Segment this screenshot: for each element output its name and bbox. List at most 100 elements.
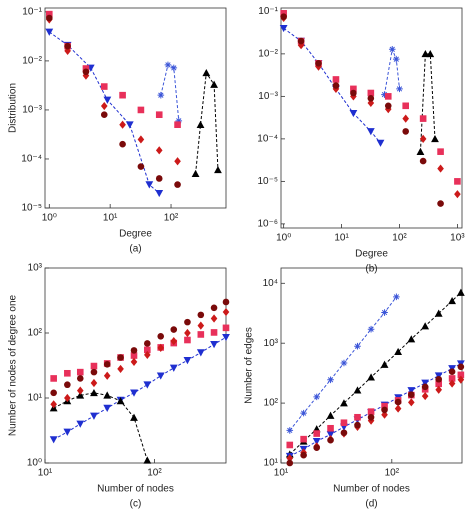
- x-tick-label: 10¹: [274, 468, 289, 479]
- point: [431, 134, 439, 143]
- point: [392, 55, 400, 63]
- point: [103, 391, 112, 399]
- y-tick-label: 10¹: [28, 393, 43, 404]
- point: [103, 96, 112, 104]
- point: [354, 413, 361, 421]
- x-axis-label: Degree: [119, 229, 152, 240]
- point: [297, 37, 305, 45]
- y-tick-label: 10⁻³: [258, 91, 278, 102]
- point: [367, 373, 375, 381]
- point: [197, 311, 205, 319]
- point: [416, 147, 425, 155]
- point: [286, 454, 294, 463]
- x-tick-label: 10²: [385, 468, 400, 479]
- plot-frame: [280, 7, 463, 229]
- point: [407, 335, 416, 343]
- y-axis-label: Number of nodes of degree one: [8, 294, 19, 436]
- y-tick-label: 10⁻⁴: [257, 134, 278, 145]
- point: [327, 424, 334, 432]
- point: [45, 10, 53, 18]
- point: [197, 331, 205, 338]
- point: [155, 146, 163, 155]
- point: [155, 111, 163, 118]
- y-tick-label: 10⁻³: [22, 105, 42, 116]
- series-line: [53, 336, 227, 440]
- point: [421, 391, 429, 401]
- point: [103, 404, 112, 412]
- point: [340, 359, 348, 367]
- point: [90, 368, 98, 376]
- point: [169, 364, 178, 372]
- point: [313, 430, 321, 437]
- point: [300, 435, 307, 443]
- point: [143, 381, 152, 389]
- point: [300, 409, 307, 417]
- point: [222, 324, 230, 332]
- point: [381, 410, 388, 419]
- point: [210, 304, 218, 312]
- point: [394, 347, 403, 356]
- point: [448, 375, 456, 382]
- point: [196, 120, 205, 129]
- point: [82, 68, 90, 76]
- point: [103, 360, 111, 368]
- point: [454, 178, 461, 185]
- y-tick-label: 10³: [264, 338, 279, 349]
- point: [402, 102, 410, 110]
- point: [435, 375, 443, 383]
- x-tick-label: 10²: [392, 233, 407, 244]
- y-tick-label: 10⁻⁵: [257, 176, 278, 187]
- point: [327, 376, 334, 384]
- series-line: [383, 47, 400, 95]
- point: [454, 190, 461, 199]
- point: [456, 288, 465, 296]
- point: [130, 352, 138, 359]
- point: [155, 175, 163, 182]
- point: [350, 89, 357, 97]
- point: [49, 436, 58, 444]
- point: [174, 157, 181, 166]
- series-line: [195, 71, 219, 174]
- point: [76, 420, 85, 428]
- point: [170, 337, 178, 346]
- y-tick-label: 10⁻⁶: [257, 219, 278, 230]
- point: [117, 354, 124, 361]
- point: [408, 398, 415, 407]
- point: [214, 165, 222, 174]
- point: [197, 321, 205, 330]
- point: [210, 341, 218, 349]
- point: [137, 163, 145, 170]
- point: [381, 406, 388, 414]
- x-axis-label: Number of nodes: [333, 484, 410, 495]
- point: [279, 24, 288, 33]
- x-tick-label: 10²: [164, 213, 179, 224]
- x-tick-label: 10³: [450, 233, 465, 244]
- point: [426, 49, 435, 58]
- point: [210, 80, 218, 88]
- point: [45, 14, 53, 22]
- point: [326, 431, 335, 439]
- point: [349, 109, 358, 118]
- point: [354, 421, 361, 429]
- point: [315, 59, 322, 67]
- point: [90, 362, 98, 370]
- y-tick-label: 10²: [28, 328, 43, 339]
- point: [354, 342, 361, 350]
- point: [381, 402, 388, 410]
- point: [332, 84, 340, 93]
- point: [64, 393, 71, 403]
- point: [196, 349, 205, 357]
- point: [76, 391, 85, 399]
- point: [408, 391, 415, 399]
- point: [380, 360, 389, 368]
- point: [381, 91, 388, 98]
- point: [419, 157, 427, 165]
- panel: 10⁰ 10¹ 10² 10³ 10⁻⁶ 10⁻⁵ 10⁻⁴ 10⁻³ 10⁻² 10⁻¹ Degr…: [257, 6, 465, 275]
- point: [155, 189, 164, 198]
- x-axis-label: Number of nodes: [97, 484, 174, 495]
- plot-frame: [44, 7, 227, 209]
- panel: 10¹ 10² 10¹ 10² 10³ 10⁴ Number of nodes (d) Numb…: [244, 267, 465, 510]
- point: [350, 85, 357, 93]
- point: [286, 459, 294, 467]
